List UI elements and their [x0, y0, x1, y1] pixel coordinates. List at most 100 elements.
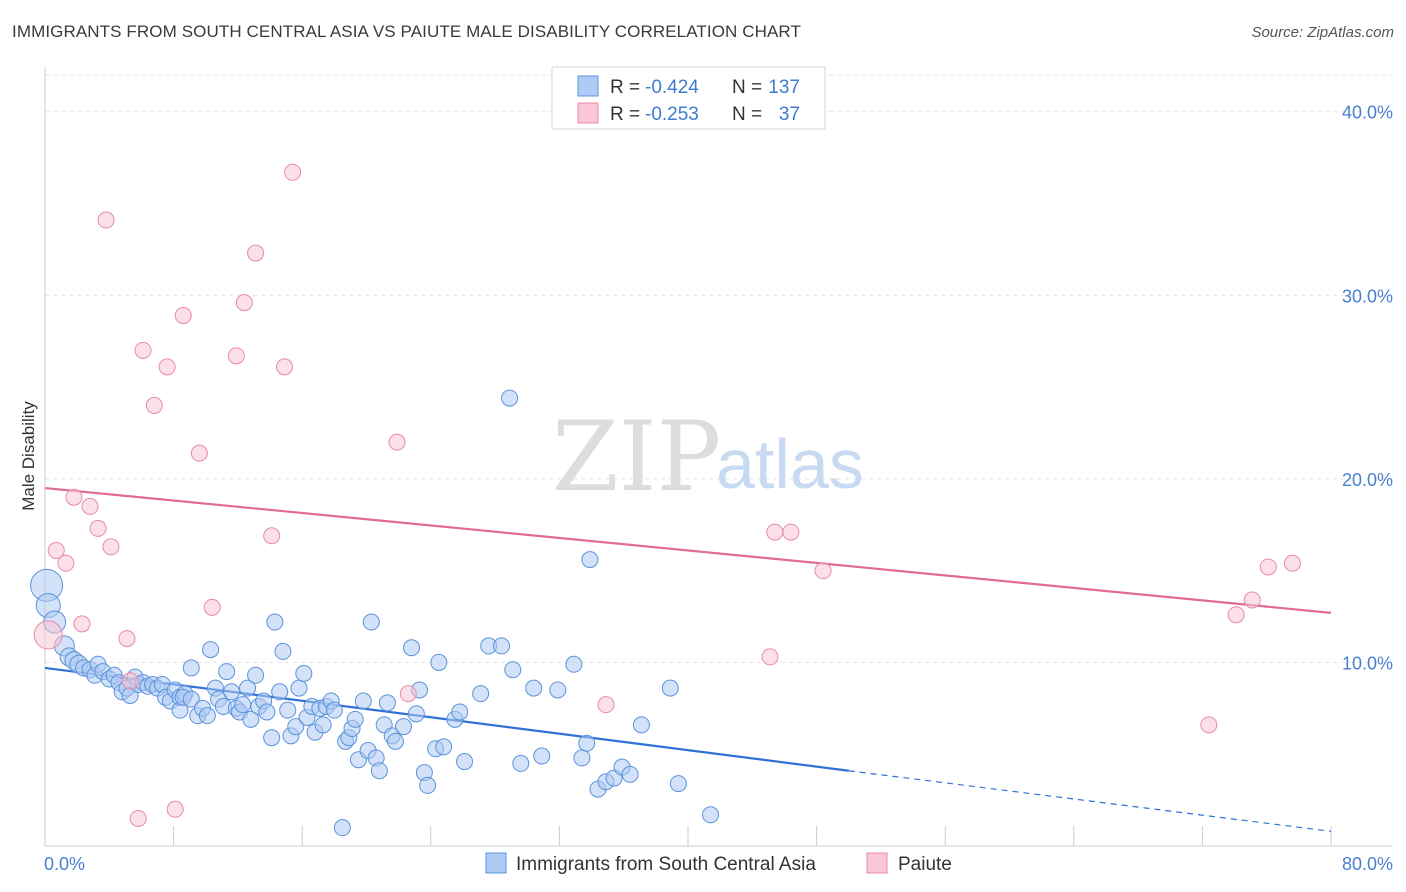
data-point-pink [97, 211, 115, 229]
data-point-blue [362, 613, 380, 631]
data-point-pink [1227, 606, 1245, 624]
data-point-blue [274, 642, 292, 660]
data-point-pink [276, 358, 294, 376]
data-point-pink [134, 341, 152, 359]
data-point-pink [814, 562, 832, 580]
x-tick-label: 0.0% [44, 854, 85, 874]
data-point-pink [1200, 716, 1218, 734]
y-tick-label: 10.0% [1342, 653, 1393, 673]
data-point-pink [158, 358, 176, 376]
data-point-blue [504, 661, 522, 679]
data-point-pink [73, 615, 91, 633]
data-point-blue [493, 637, 511, 655]
data-point-pink [263, 527, 281, 545]
bottom-legend-label-blue: Immigrants from South Central Asia [516, 854, 816, 875]
data-point-blue [242, 710, 260, 728]
x-tick-label: 80.0% [1342, 854, 1393, 874]
axes [44, 67, 1392, 847]
legend: R = -0.424 N = 137 R = -0.253 N = 37 [551, 66, 826, 130]
legend-n-label: N = [732, 104, 767, 125]
data-point-blue [239, 679, 257, 697]
data-point-blue [702, 806, 720, 824]
data-point-pink [227, 347, 245, 365]
data-point-pink [597, 696, 615, 714]
y-tick-label: 20.0% [1342, 470, 1393, 490]
data-point-blue [533, 747, 551, 765]
data-point-blue [370, 762, 388, 780]
data-point-blue [182, 659, 200, 677]
data-point-pink [166, 800, 184, 818]
data-point-blue [456, 753, 474, 771]
data-point-blue [581, 551, 599, 569]
data-point-blue [565, 655, 583, 673]
data-point-pink [190, 444, 208, 462]
tick-labels: 10.0% 20.0% 30.0% 40.0% 0.0% 80.0% [44, 103, 1393, 874]
data-point-pink [118, 630, 136, 648]
data-point-blue [501, 389, 519, 407]
data-point-pink [33, 620, 63, 650]
data-point-blue [661, 679, 679, 697]
data-point-pink [247, 244, 265, 262]
legend-n-value: 37 [779, 104, 800, 125]
legend-swatch-blue [577, 75, 599, 97]
data-point-blue [325, 701, 343, 719]
legend-n-value: 137 [768, 77, 800, 98]
y-tick-label: 30.0% [1342, 286, 1393, 306]
data-point-blue [258, 703, 276, 721]
legend-swatch-pink [577, 102, 599, 124]
data-point-pink [203, 598, 221, 616]
data-point-pink [1283, 554, 1301, 572]
chart-title: IMMIGRANTS FROM SOUTH CENTRAL ASIA VS PA… [12, 22, 801, 41]
trend-lines [44, 486, 1332, 832]
y-tick-label: 40.0% [1342, 103, 1393, 123]
data-point-pink [65, 488, 83, 506]
data-point-blue [314, 716, 332, 734]
watermark-zip: ZIP [552, 401, 721, 513]
data-point-blue [394, 718, 412, 736]
data-point-pink [81, 497, 99, 515]
data-point-blue [386, 732, 404, 750]
data-point-blue [287, 718, 305, 736]
data-point-blue [346, 710, 364, 728]
legend-n-label: N = [732, 77, 767, 98]
data-point-blue [578, 734, 596, 752]
data-point-pink [782, 523, 800, 541]
data-point-blue [234, 696, 252, 714]
data-point-blue [403, 639, 421, 657]
data-point-blue [333, 819, 351, 837]
legend-r-label: R = [610, 104, 645, 125]
y-axis-label: Male Disability [19, 401, 38, 511]
data-point-blue [218, 663, 236, 681]
data-point-pink [121, 672, 139, 690]
data-point-blue [266, 613, 284, 631]
data-point-pink [761, 648, 779, 666]
data-point-blue [354, 692, 372, 710]
data-point-blue [247, 666, 265, 684]
data-point-blue [430, 653, 448, 671]
legend-r-value: -0.424 [645, 77, 699, 98]
data-point-blue [407, 705, 425, 723]
legend-r-label: R = [610, 77, 645, 98]
watermark: ZIP atlas [552, 401, 864, 513]
data-point-pink [129, 809, 147, 827]
data-point-blue [632, 716, 650, 734]
bottom-legend-label-pink: Paiute [898, 854, 952, 875]
data-point-blue [290, 679, 308, 697]
data-point-blue [222, 683, 240, 701]
trend-line-pink [44, 486, 1332, 614]
gridlines [45, 74, 1392, 663]
data-point-blue [669, 775, 687, 793]
bottom-legend-swatch-pink [866, 852, 888, 874]
data-points [30, 163, 1301, 837]
data-point-blue [198, 707, 216, 725]
chart-source: Source: ZipAtlas.com [1251, 24, 1394, 41]
data-point-pink [102, 538, 120, 556]
data-point-blue [202, 641, 220, 659]
bottom-legend: Immigrants from South Central Asia Paiut… [485, 852, 952, 875]
data-point-blue [295, 664, 313, 682]
data-point-pink [766, 523, 784, 541]
data-point-blue [271, 683, 289, 701]
data-point-blue [472, 685, 490, 703]
watermark-atlas: atlas [716, 425, 864, 503]
